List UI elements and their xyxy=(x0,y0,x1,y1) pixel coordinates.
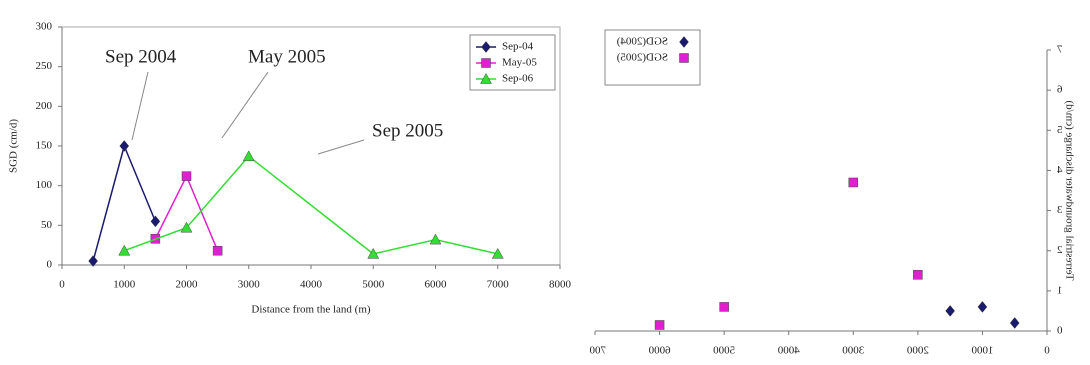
x-tick-label: 2000 xyxy=(906,345,929,357)
series-line xyxy=(92,143,157,262)
annotation: Sep 2005 xyxy=(372,120,443,141)
x-tick-label: 4000 xyxy=(300,279,323,291)
marker xyxy=(181,171,192,181)
y-tick-label: 150 xyxy=(36,140,53,152)
x-axis-label: Distance from the land (m) xyxy=(251,304,370,316)
y-tick-label: 7 xyxy=(1057,44,1063,56)
y-tick-label: 250 xyxy=(36,60,53,72)
marker xyxy=(212,245,223,256)
x-tick-label: 1000 xyxy=(971,345,994,357)
marker xyxy=(1009,317,1020,329)
x-tick-label: 0 xyxy=(59,279,65,291)
series-line xyxy=(123,155,498,255)
y-tick-label: 2 xyxy=(1057,244,1063,256)
marker xyxy=(118,244,131,256)
y-tick-label: 200 xyxy=(36,100,53,112)
y-tick-label: 6 xyxy=(1057,84,1063,96)
marker xyxy=(429,233,442,245)
x-tick-label: 1000 xyxy=(113,279,136,291)
annotation: Sep 2004 xyxy=(105,46,177,67)
marker xyxy=(180,221,193,233)
x-tick-label: 7000 xyxy=(590,345,606,357)
y-tick-label: 3 xyxy=(1057,204,1063,216)
marker xyxy=(367,247,380,259)
y-axis-label: Terrestrial groundwater discharge (cm/d) xyxy=(1063,100,1075,280)
marker xyxy=(977,301,988,313)
marker xyxy=(88,255,98,267)
marker xyxy=(654,320,665,330)
x-tick-label: 3000 xyxy=(842,345,865,357)
x-tick-label: 2000 xyxy=(176,279,199,291)
marker xyxy=(945,305,955,317)
legend-label: May-05 xyxy=(502,57,537,69)
y-tick-label: 300 xyxy=(36,21,53,33)
y-tick-label: 4 xyxy=(1057,164,1063,176)
y-tick-label: 0 xyxy=(1057,325,1063,337)
y-axis-label: SGD (cm/d) xyxy=(8,119,20,173)
legend-label: Sep-04 xyxy=(502,41,534,53)
marker xyxy=(119,140,130,152)
arrow xyxy=(131,71,149,141)
legend-marker xyxy=(679,53,689,63)
arrow xyxy=(317,139,365,155)
y-tick-label: 1 xyxy=(1057,284,1063,296)
marker xyxy=(848,177,859,188)
legend-marker xyxy=(481,58,491,68)
annotation: May 2005 xyxy=(248,46,326,67)
x-tick-label: 3000 xyxy=(238,279,261,291)
marker xyxy=(491,247,504,259)
x-tick-label: 6000 xyxy=(648,345,671,357)
x-tick-label: 6000 xyxy=(425,279,448,291)
legend-label: SGD(2005) xyxy=(616,52,668,64)
x-tick-label: 7000 xyxy=(487,279,510,291)
marker xyxy=(242,150,255,162)
marker xyxy=(150,215,161,228)
y-tick-label: 5 xyxy=(1057,124,1063,136)
legend-label: Sep-06 xyxy=(502,73,534,85)
series-line xyxy=(154,174,219,252)
x-tick-label: 5000 xyxy=(362,279,385,291)
x-tick-label: 5000 xyxy=(713,345,736,357)
legend-marker xyxy=(679,36,689,48)
legend-marker xyxy=(480,72,492,84)
x-tick-label: 0 xyxy=(1044,345,1050,357)
marker xyxy=(719,302,729,312)
left-chart: Sep 2004 May 2005 Sep 2005 0 1000 2000 3000… xyxy=(8,21,572,316)
marker xyxy=(913,270,923,280)
legend-label: SGD(2004) xyxy=(616,36,668,48)
arrow xyxy=(221,71,269,139)
plot-area xyxy=(595,50,1047,331)
y-tick-label: 50 xyxy=(41,219,53,231)
x-tick-label: 4000 xyxy=(777,345,800,357)
legend-marker xyxy=(481,41,491,53)
right-chart: 0100020003000400050006000700001234567Dis… xyxy=(590,29,1075,357)
y-tick-label: 100 xyxy=(36,179,53,191)
y-tick-label: 0 xyxy=(47,259,53,271)
x-tick-label: 8000 xyxy=(549,279,572,291)
